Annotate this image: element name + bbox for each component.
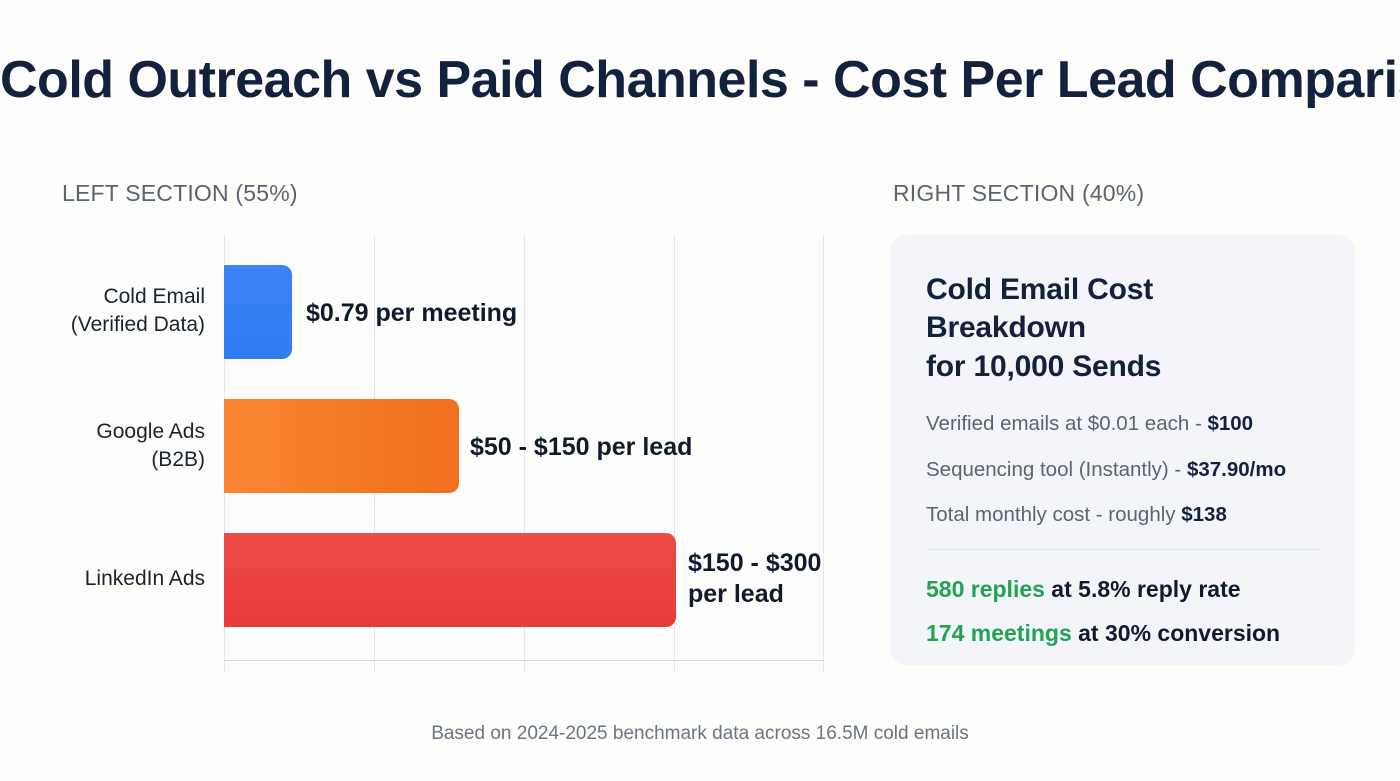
page-title: Cold Outreach vs Paid Channels - Cost Pe… xyxy=(0,51,1400,109)
result-replies-count: 580 replies xyxy=(926,575,1045,602)
result-meetings-count: 174 meetings xyxy=(926,619,1072,646)
cost-item-value: $37.90/mo xyxy=(1186,457,1287,481)
right-section-label: RIGHT SECTION (40%) xyxy=(893,180,1145,206)
cost-item-sequencing-tool: Sequencing tool (Instantly) - $37.90/mo xyxy=(926,458,1321,483)
bar-linkedin-ads xyxy=(224,533,676,627)
card-divider xyxy=(926,548,1321,550)
cost-item-total-monthly: Total monthly cost - roughly $138 xyxy=(926,503,1321,528)
cold-email-cost-breakdown-card: Cold Email Cost Breakdown for 10,000 Sen… xyxy=(890,235,1355,665)
gridline xyxy=(674,235,675,672)
bar-cold-email xyxy=(224,265,292,359)
gridline xyxy=(823,235,824,672)
cost-item-text: Sequencing tool (Instantly) - xyxy=(926,457,1187,481)
bar-label-cold-email: Cold Email (Verified Data) xyxy=(70,285,205,336)
chart-x-axis-line xyxy=(224,660,824,661)
gridline xyxy=(524,235,525,672)
bar-value-linkedin-ads: $150 - $300 per lead xyxy=(688,549,822,608)
bar-label-google-ads: Google Ads (B2B) xyxy=(96,420,205,471)
result-meetings: 174 meetings at 30% conversion xyxy=(926,620,1321,648)
result-replies-detail: at 5.8% reply rate xyxy=(1044,575,1241,602)
left-section-label: LEFT SECTION (55%) xyxy=(62,180,298,206)
card-title: Cold Email Cost Breakdown for 10,000 Sen… xyxy=(926,273,1162,383)
bar-value-cold-email: $0.79 per meeting xyxy=(306,299,518,327)
cost-item-text: Total monthly cost - roughly xyxy=(926,503,1182,527)
footer-note: Based on 2024-2025 benchmark data across… xyxy=(431,723,969,744)
cost-item-value: $138 xyxy=(1181,503,1227,527)
bar-google-ads xyxy=(224,399,459,493)
result-meetings-detail: at 30% conversion xyxy=(1071,619,1281,646)
cost-item-verified-emails: Verified emails at $0.01 each - $100 xyxy=(926,412,1321,437)
result-replies: 580 replies at 5.8% reply rate xyxy=(926,576,1321,604)
cost-item-value: $100 xyxy=(1207,412,1254,436)
bar-label-linkedin-ads: LinkedIn Ads xyxy=(84,567,205,590)
bar-value-google-ads: $50 - $150 per lead xyxy=(470,433,693,461)
cost-per-lead-bar-chart: Cold Email (Verified Data) $0.79 per mee… xyxy=(70,235,824,672)
cost-item-text: Verified emails at $0.01 each - xyxy=(926,412,1208,436)
